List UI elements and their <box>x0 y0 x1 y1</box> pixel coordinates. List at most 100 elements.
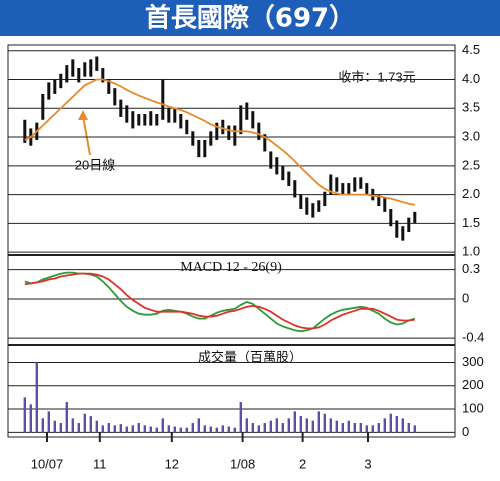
volume-bar <box>83 413 86 433</box>
volume-bar <box>383 418 386 433</box>
price-bar <box>365 183 369 195</box>
price-bar <box>101 68 105 83</box>
volume-bar <box>377 423 380 433</box>
volume-bar <box>329 418 332 433</box>
price-bar <box>395 220 399 238</box>
price-bar <box>89 59 93 77</box>
annotation-box <box>328 66 426 90</box>
volume-bar <box>341 423 344 433</box>
ma-arrowhead <box>78 110 88 120</box>
price-bar <box>107 79 111 94</box>
volume-bar <box>185 427 188 433</box>
volume-bar <box>359 423 362 433</box>
y-tick-label: 200 <box>462 377 484 392</box>
y-tick-label: 300 <box>462 354 484 369</box>
x-tick-label: 1/08 <box>230 456 255 471</box>
price-bar <box>209 131 213 146</box>
y-tick-label: 2.5 <box>462 157 480 172</box>
volume-bar <box>401 418 404 433</box>
volume-bar <box>275 418 278 433</box>
y-tick-label: 1.5 <box>462 215 480 230</box>
y-tick-label: 0.3 <box>462 261 480 276</box>
price-bar <box>299 194 303 209</box>
price-bar <box>149 111 153 126</box>
volume-bar <box>239 402 242 433</box>
price-bar <box>281 165 285 181</box>
y-tick-label: 4.0 <box>462 71 480 86</box>
price-bar <box>41 93 45 120</box>
price-bar <box>359 177 363 189</box>
volume-bar <box>47 411 50 433</box>
y-tick-label: 0 <box>462 424 469 439</box>
volume-bar <box>263 423 266 433</box>
volume-bar <box>191 423 194 433</box>
x-tick-label: 2 <box>299 456 306 471</box>
y-tick-label: 0 <box>462 290 469 305</box>
price-bar <box>65 65 69 83</box>
price-bar <box>95 56 99 71</box>
volume-bar <box>221 425 224 433</box>
price-bar <box>293 180 297 198</box>
price-bar <box>383 197 387 212</box>
price-bar <box>143 114 147 126</box>
price-bar <box>413 211 417 224</box>
volume-bar <box>209 426 212 433</box>
volume-bar <box>173 426 176 433</box>
volume-bar <box>365 425 368 433</box>
price-bar <box>317 200 321 212</box>
volume-bar <box>203 425 206 433</box>
price-bar <box>203 139 207 158</box>
price-bar <box>155 114 159 126</box>
price-bar <box>335 177 339 192</box>
volume-bar <box>143 425 146 433</box>
price-bar <box>239 105 243 135</box>
price-bar <box>125 105 129 123</box>
volume-bar <box>197 418 200 433</box>
price-bar <box>77 68 81 83</box>
volume-bar <box>35 362 38 433</box>
x-tick-label: 3 <box>364 456 371 471</box>
volume-bar <box>113 425 116 433</box>
price-bar <box>371 188 375 201</box>
volume-bar <box>89 416 92 433</box>
volume-bar <box>179 427 182 433</box>
price-bar <box>53 79 57 94</box>
price-bar <box>245 102 249 120</box>
price-bar <box>329 174 333 195</box>
x-tick-label: 12 <box>165 456 179 471</box>
price-bar <box>341 183 345 195</box>
volume-bar <box>293 411 296 433</box>
macd-title: MACD 12 - 26(9) <box>180 260 282 275</box>
volume-bar <box>335 420 338 433</box>
price-bar <box>191 131 195 146</box>
price-bar <box>353 177 357 192</box>
price-bar <box>179 114 183 129</box>
price-bar <box>347 183 351 195</box>
volume-bar <box>347 420 350 433</box>
y-tick-label: 3.0 <box>462 128 480 143</box>
volume-bar <box>353 423 356 433</box>
volume-bar <box>251 423 254 433</box>
volume-bar <box>305 418 308 433</box>
volume-bar <box>281 423 284 433</box>
price-bar <box>167 108 171 123</box>
y-tick-label: 4.5 <box>462 42 480 57</box>
price-bar <box>47 82 51 100</box>
line <box>24 272 415 330</box>
volume-bar <box>413 425 416 433</box>
volume-bar <box>299 416 302 433</box>
volume-bar <box>245 418 248 433</box>
title: 首長國際（697） <box>145 3 355 34</box>
volume-bar <box>131 425 134 433</box>
volume-bar <box>149 426 152 433</box>
price-bar <box>377 194 381 207</box>
price-bar <box>311 203 315 218</box>
price-bar <box>59 73 63 89</box>
volume-title: 成交量（百萬股） <box>198 349 302 364</box>
volume-bar <box>407 423 410 433</box>
y-tick-label: 1.0 <box>462 244 480 259</box>
volume-bar <box>137 423 140 433</box>
price-bar <box>257 122 261 140</box>
price-bar <box>197 139 201 158</box>
